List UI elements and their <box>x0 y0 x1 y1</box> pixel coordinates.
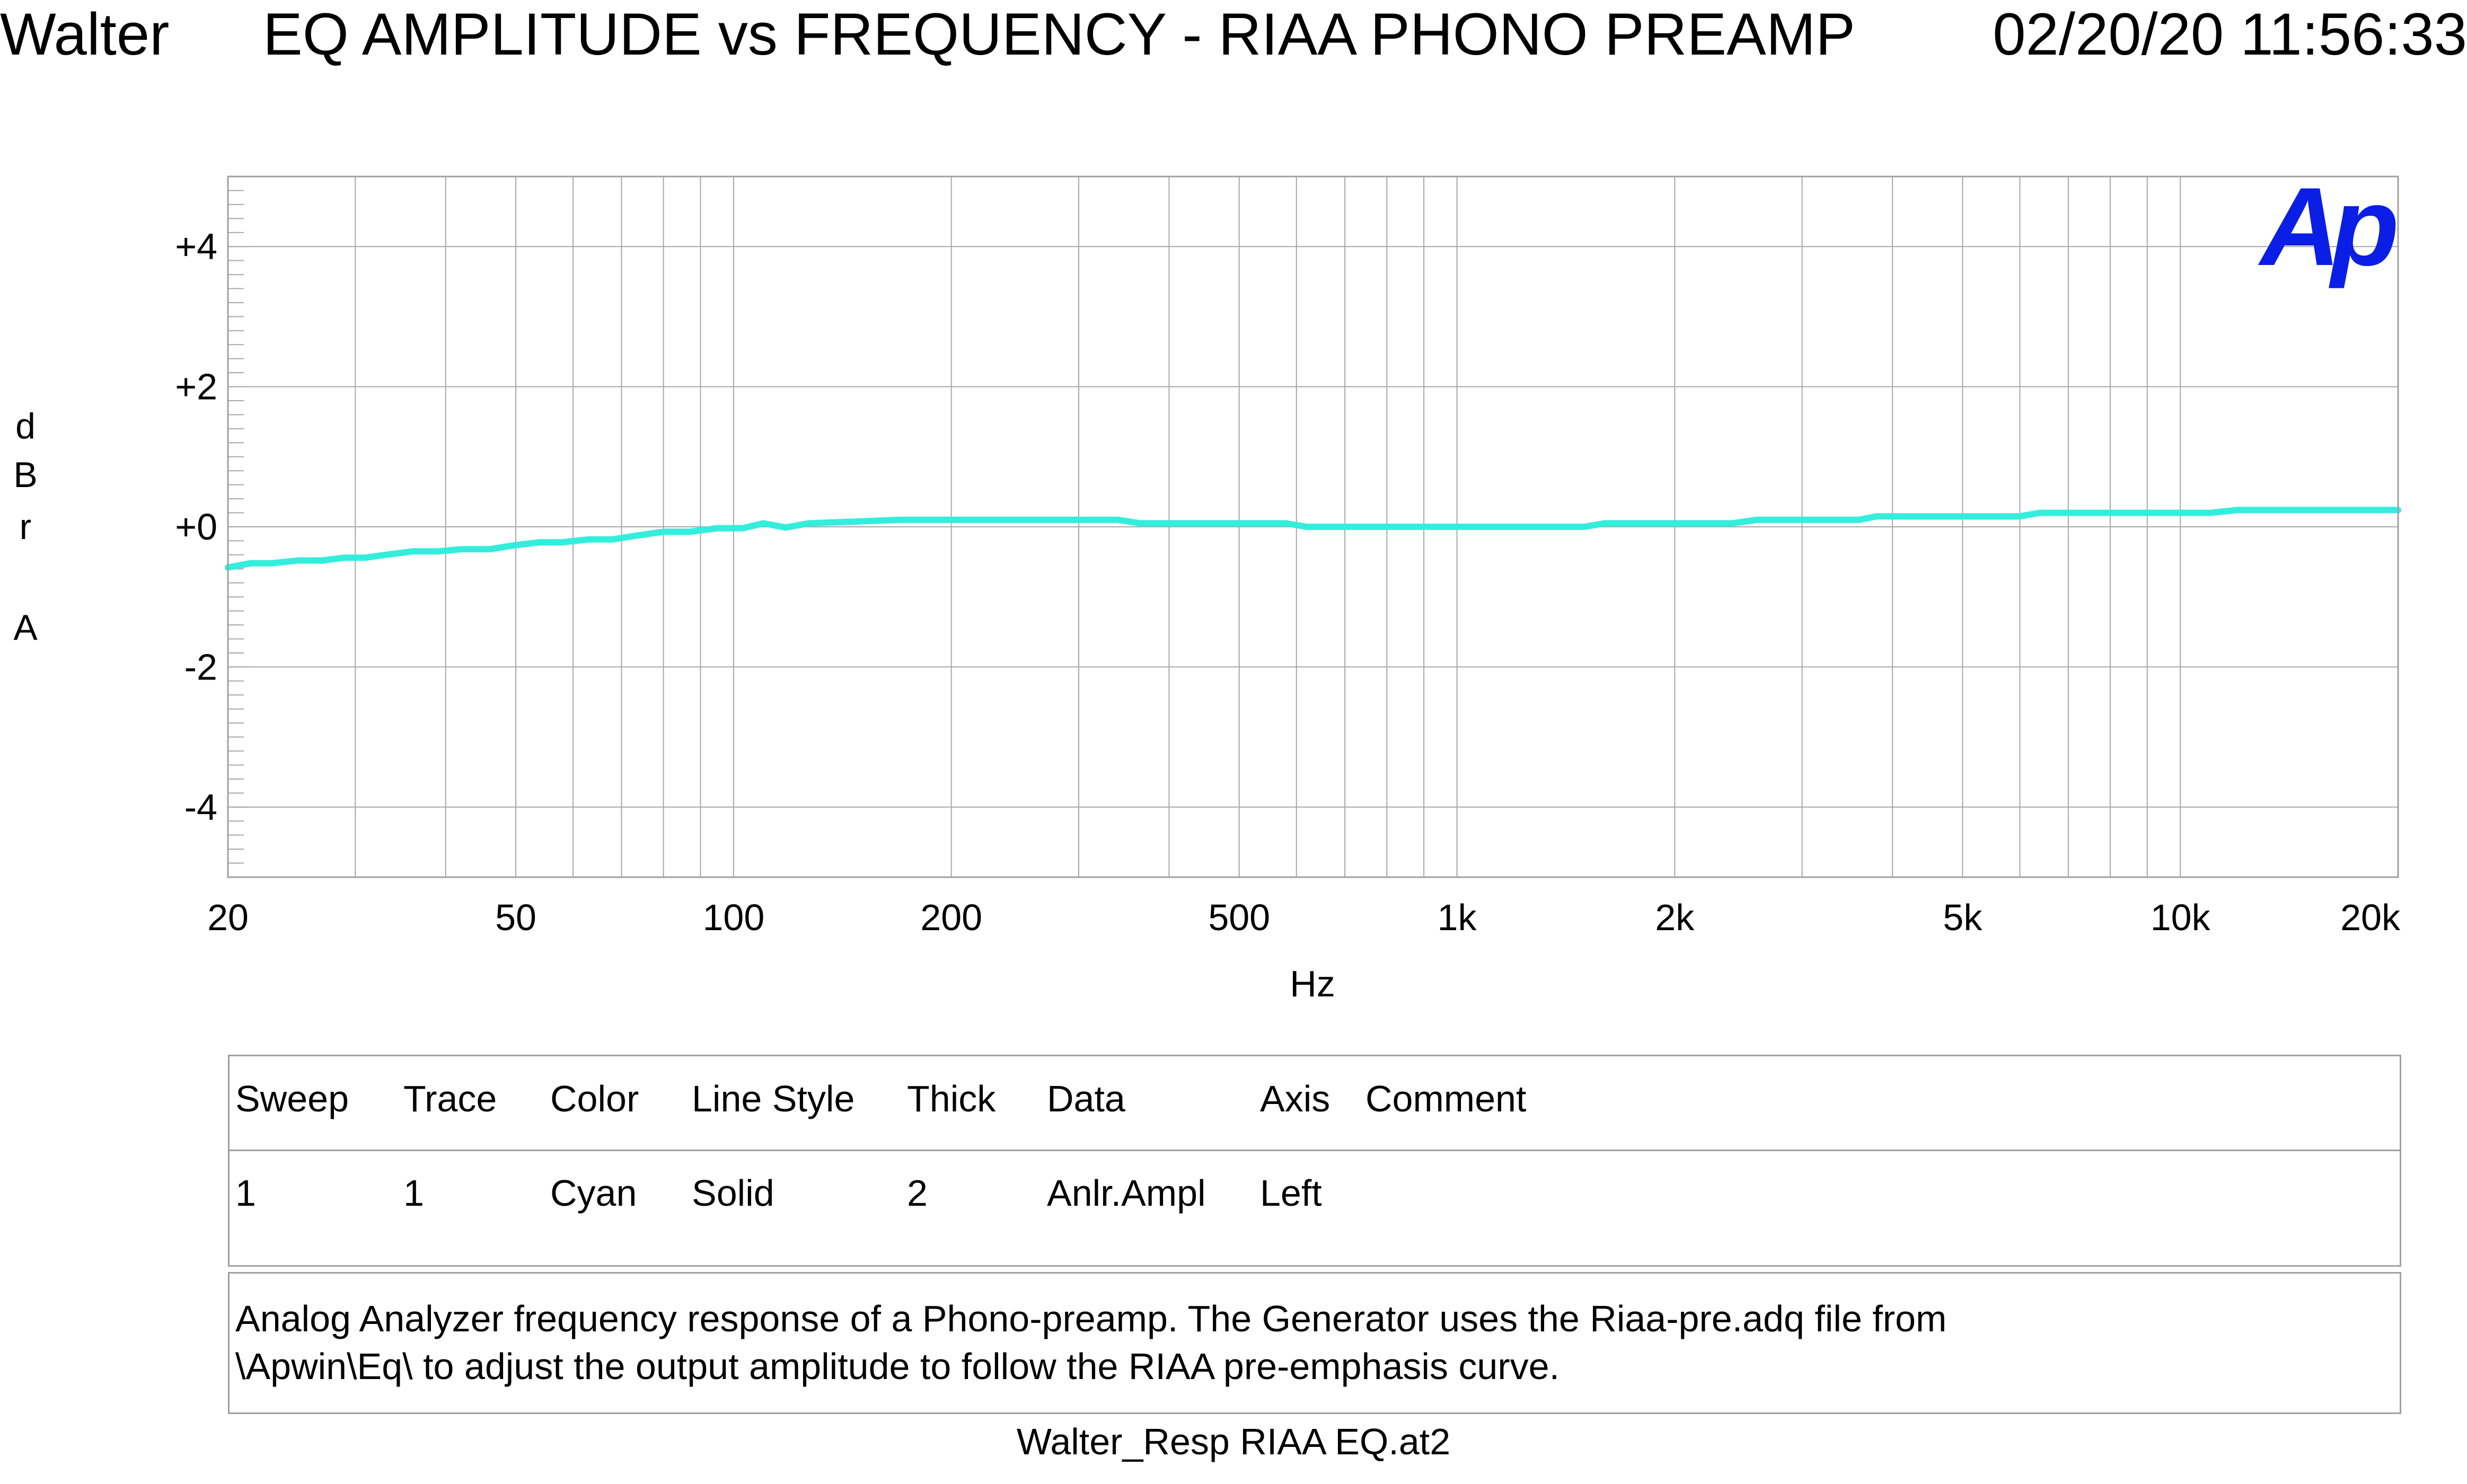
legend-cell: Solid <box>692 1172 774 1214</box>
y-tick-label: +2 <box>175 366 217 408</box>
legend-header-cell: Thick <box>907 1078 996 1119</box>
legend-divider <box>230 1150 2400 1151</box>
series-line <box>225 507 2401 571</box>
legend-table: Sweep Trace Color Line Style Thick Data Axis Co… <box>228 1055 2401 1267</box>
x-tick-label: 20k <box>2340 897 2401 938</box>
x-tick-label: 5k <box>1943 897 1983 938</box>
y-tick-label: -2 <box>184 646 217 687</box>
legend-header-cell: Comment <box>1365 1078 1527 1119</box>
footer-filename: Walter_Resp RIAA EQ.at2 <box>1016 1421 1451 1462</box>
frequency-response-chart: 20 50 100 200 500 1k 2k 5k 10k 20k +4 +2 +0 -2 -4 Hz A… <box>175 164 2406 1004</box>
x-tick-label: 100 <box>702 897 764 938</box>
ap-logo: Ap <box>2258 164 2396 289</box>
y-tick-label: +0 <box>175 506 217 547</box>
legend-cell: 1 <box>235 1172 256 1214</box>
x-tick-label: 50 <box>495 897 536 938</box>
legend-header-cell: Sweep <box>235 1078 349 1119</box>
legend-cell: 2 <box>907 1172 928 1214</box>
x-tick-label: 10k <box>2151 897 2211 938</box>
legend-cell: Left <box>1260 1172 1322 1214</box>
y-axis-label-letter: B <box>13 455 38 495</box>
series-layer <box>225 507 2401 571</box>
legend-header-cell: Line Style <box>692 1078 855 1119</box>
header-timestamp: 02/20/20 11:56:33 <box>1993 1 2467 67</box>
legend-header-cell: Color <box>550 1078 639 1119</box>
y-axis-label-letter: d <box>15 406 36 446</box>
legend-cell: Anlr.Ampl <box>1047 1172 1206 1214</box>
legend-cell: 1 <box>403 1172 424 1214</box>
y-axis-label-letter: A <box>13 607 38 648</box>
x-tick-label: 2k <box>1655 897 1695 938</box>
y-tick-label: -4 <box>184 787 217 828</box>
chart-title: EQ AMPLITUDE vs FREQUENCY - RIAA PHONO P… <box>263 1 1855 67</box>
comment-box: Analog Analyzer frequency response of a … <box>228 1272 2401 1414</box>
header-user: Walter <box>0 1 170 67</box>
x-tick-label: 20 <box>207 897 249 938</box>
y-tick-label: +4 <box>175 226 217 267</box>
x-axis-label: Hz <box>1290 963 1335 1004</box>
x-tick-label: 200 <box>920 897 982 938</box>
legend-header-cell: Axis <box>1260 1078 1331 1119</box>
legend-cell: Cyan <box>550 1172 637 1214</box>
x-tick-label: 1k <box>1438 897 1477 938</box>
plot-border <box>227 175 2399 878</box>
comment-line-1: Analog Analyzer frequency response of a … <box>235 1298 1947 1339</box>
tick-labels: 20 50 100 200 500 1k 2k 5k 10k 20k +4 +2 +0 -2 -4 <box>175 226 2401 938</box>
comment-line-2: \Apwin\Eq\ to adjust the output amplitud… <box>235 1346 1560 1387</box>
y-axis-label-letter: r <box>19 507 32 547</box>
legend-header-cell: Data <box>1047 1078 1125 1119</box>
legend-header-cell: Trace <box>403 1078 497 1119</box>
x-tick-label: 500 <box>1208 897 1270 938</box>
